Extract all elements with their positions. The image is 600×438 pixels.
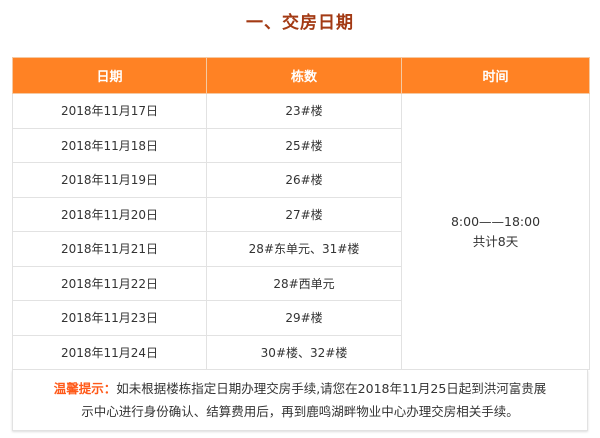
table-row: 2018年11月17日 23#楼 8:00——18:00 共计8天 [12, 93, 590, 370]
header-building: 栋数 [206, 57, 402, 94]
reminder-note: 温馨提示：如未根据楼栋指定日期办理交房手续,请您在2018年11月25日起到洪河… [12, 370, 588, 431]
date-cell: 2018年11月22日 [12, 265, 207, 301]
header-date: 日期 [12, 57, 207, 94]
table-row: 2018年11月21日 28#东单元、31#楼 [12, 231, 590, 267]
date-cell: 2018年11月24日 [12, 334, 207, 370]
building-cell: 25#楼 [206, 127, 402, 163]
date-cell: 2018年11月21日 [12, 231, 207, 267]
table-row: 2018年11月20日 27#楼 [12, 196, 590, 232]
table-row: 2018年11月24日 30#楼、32#楼 [12, 334, 590, 370]
table-row: 2018年11月23日 29#楼 [12, 300, 590, 336]
building-cell: 28#东单元、31#楼 [206, 231, 402, 267]
note-line2: 示中心进行身份确认、结算费用后，再到鹿鸣湖畔物业中心办理交房相关手续。 [81, 404, 519, 419]
title-text: 一、交房日期 [246, 13, 354, 33]
building-cell: 28#西单元 [206, 265, 402, 301]
date-cell: 2018年11月23日 [12, 300, 207, 336]
time-range: 8:00——18:00 [450, 213, 541, 229]
note-line1: 如未根据楼栋指定日期办理交房手续,请您在2018年11月25日起到洪河富贵展 [116, 381, 547, 396]
section-title: 一、交房日期 [238, 8, 362, 36]
table-row: 2018年11月18日 25#楼 [12, 127, 590, 163]
building-cell: 30#楼、32#楼 [206, 334, 402, 370]
date-cell: 2018年11月20日 [12, 196, 207, 232]
date-cell: 2018年11月19日 [12, 162, 207, 198]
total-days: 共计8天 [472, 233, 519, 249]
table-row: 2018年11月19日 26#楼 [12, 162, 590, 198]
header-time: 时间 [401, 57, 590, 94]
section-title-wrap: 一、交房日期 [0, 8, 600, 36]
building-cell: 29#楼 [206, 300, 402, 336]
building-cell: 23#楼 [206, 93, 402, 129]
handover-schedule-table: 日期 栋数 时间 2018年11月17日 23#楼 8:00——18:00 共计8天… [12, 57, 590, 370]
time-cell: 8:00——18:00 共计8天 [401, 93, 590, 370]
date-cell: 2018年11月18日 [12, 127, 207, 163]
building-cell: 27#楼 [206, 196, 402, 232]
table-header-row: 日期 栋数 时间 [12, 57, 590, 94]
date-cell: 2018年11月17日 [12, 93, 207, 129]
note-label: 温馨提示： [53, 381, 117, 396]
building-cell: 26#楼 [206, 162, 402, 198]
